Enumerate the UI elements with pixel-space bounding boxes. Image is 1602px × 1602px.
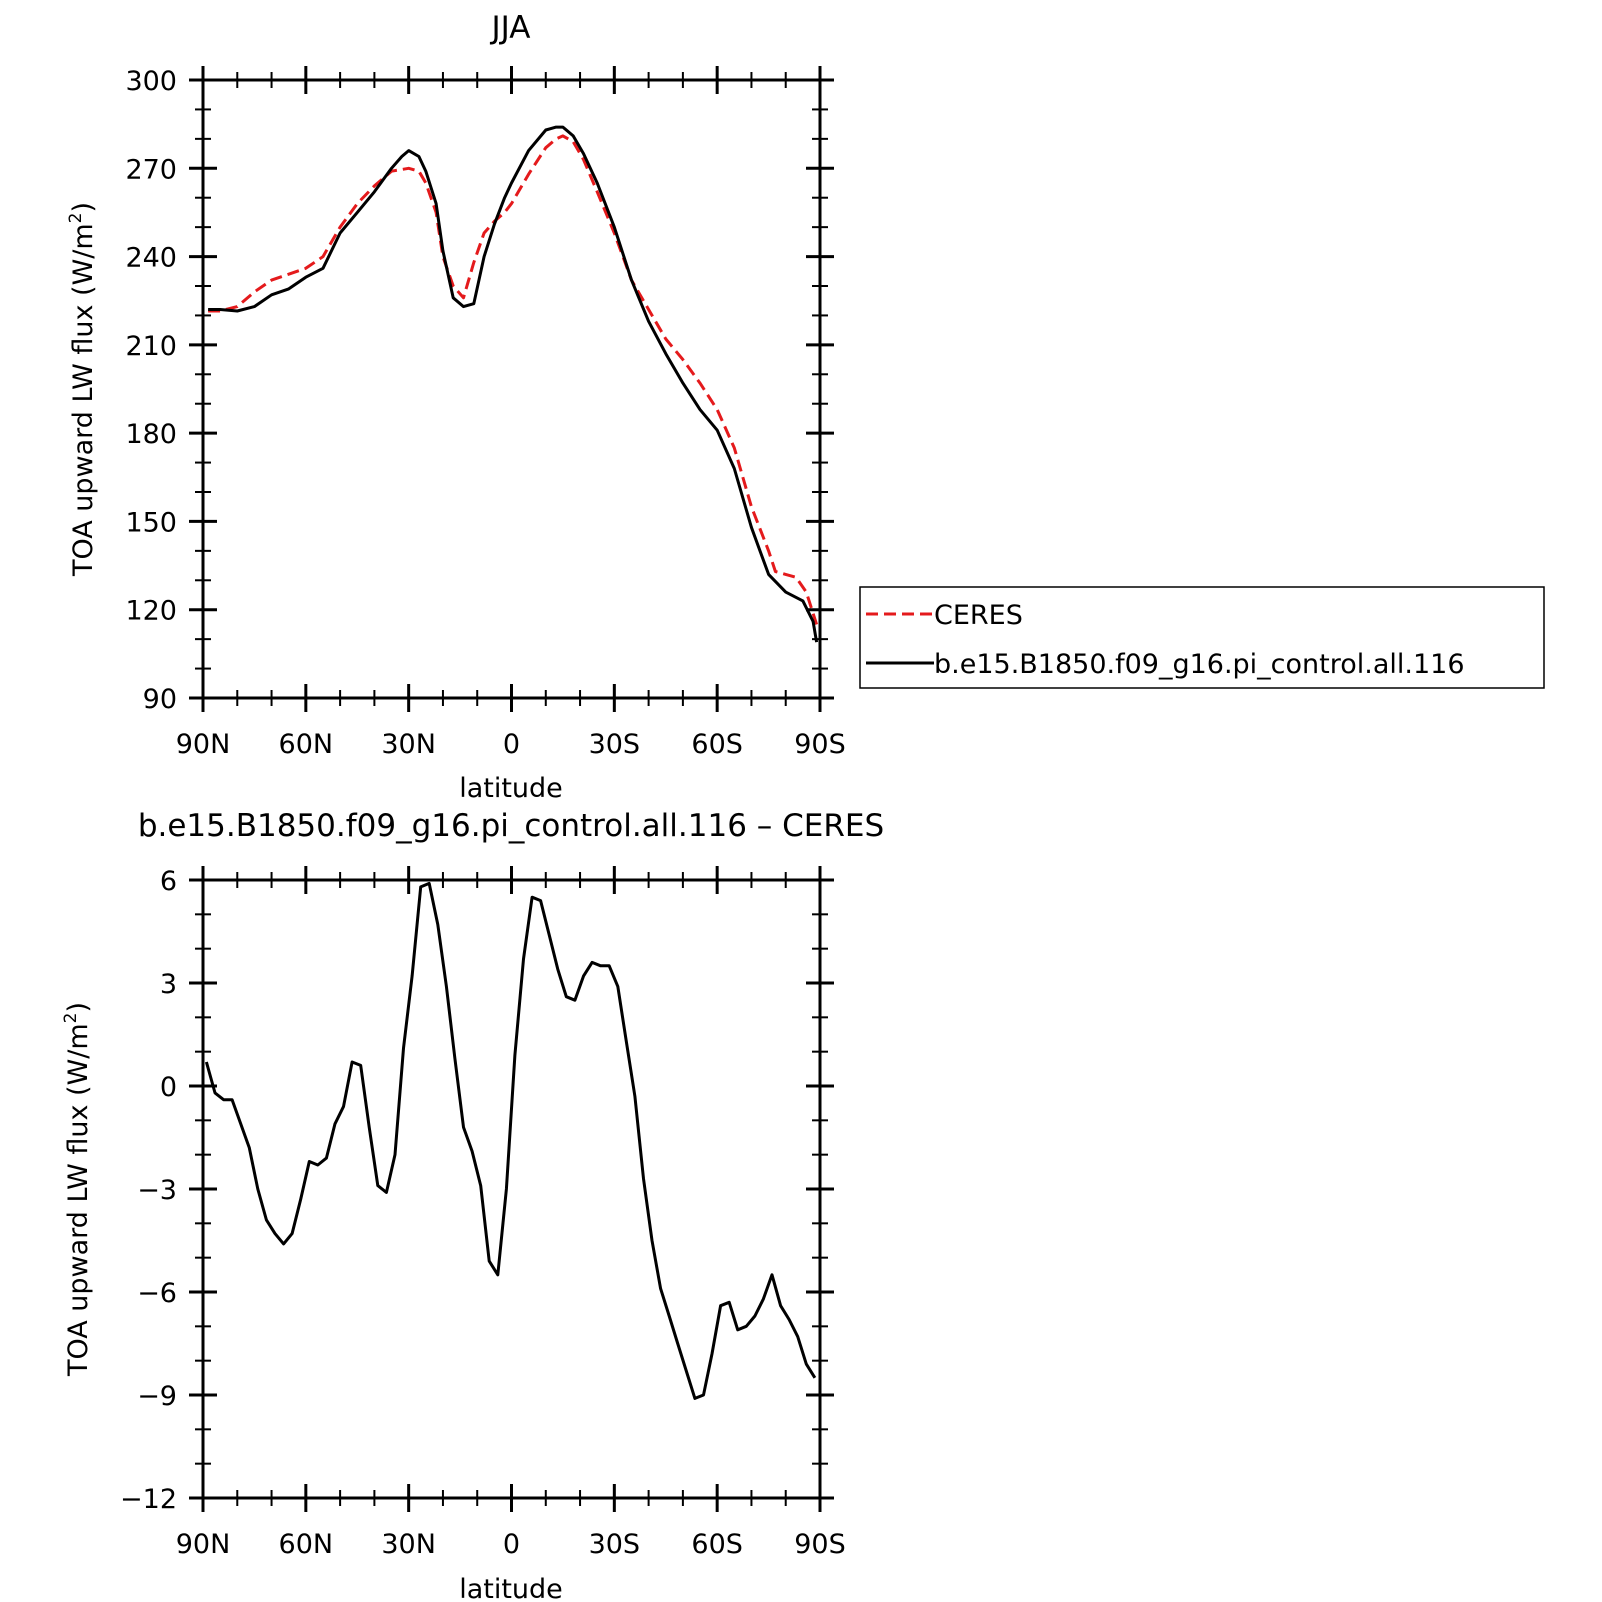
legend: CERES b.e15.B1850.f09_g16.pi_control.all… xyxy=(859,586,1545,689)
top-x-axis-label: latitude xyxy=(459,773,563,804)
bottom-x-tick-label-5: 60S xyxy=(691,1529,743,1560)
bottom-x-axis-label: latitude xyxy=(459,1574,563,1602)
bottom-y-axis-label-text: TOA upward LW flux (W/m xyxy=(63,1023,94,1377)
top-plot-frame xyxy=(201,78,822,700)
bottom-y-tick-label-2: −6 xyxy=(137,1278,177,1309)
bottom-x-tick-label-3: 0 xyxy=(503,1529,520,1560)
bottom-x-tick-label-6: 90S xyxy=(794,1529,846,1560)
bottom-x-tick-label-2: 30N xyxy=(381,1529,436,1560)
top-y-tick-label-3: 180 xyxy=(125,419,177,450)
bottom-x-tick-label-0: 90N xyxy=(176,1529,231,1560)
top-series-line-model xyxy=(208,125,819,643)
bottom-panel: b.e15.B1850.f09_g16.pi_control.all.116 –… xyxy=(61,808,884,1602)
top-x-tick-label-2: 30N xyxy=(381,729,436,760)
top-x-tick-label-6: 90S xyxy=(794,729,846,760)
legend-box xyxy=(859,586,1545,689)
top-x-tick-label-1: 60N xyxy=(279,729,334,760)
bottom-y-tick-label-5: 3 xyxy=(160,969,177,1000)
top-series-group xyxy=(208,125,819,643)
bottom-axes: −12 −9 −6 −3 0 3 6 90N 60N 30N 0 30S 60S 90S xyxy=(120,866,846,1560)
bottom-y-axis-label-close: ) xyxy=(63,1002,94,1013)
top-x-tick-label-3: 0 xyxy=(503,729,520,760)
bottom-y-tick-label-6: 6 xyxy=(160,866,177,897)
top-y-axis-label-text: TOA upward LW flux (W/m xyxy=(68,223,99,577)
top-x-tick-label-4: 30S xyxy=(589,729,641,760)
top-x-tick-label-0: 90N xyxy=(176,729,231,760)
bottom-y-axis-label: TOA upward LW flux (W/m2) xyxy=(61,1002,94,1377)
top-panel: JJA 90 120 150 180 210 240 270 300 90N 60N 30N 0 30S… xyxy=(66,10,1545,804)
bottom-x-tick-label-1: 60N xyxy=(279,1529,334,1560)
top-y-tick-label-6: 270 xyxy=(125,154,177,185)
legend-model-label: b.e15.B1850.f09_g16.pi_control.all.116 xyxy=(934,649,1465,680)
top-y-tick-label-4: 210 xyxy=(125,331,177,362)
top-chart-title: JJA xyxy=(490,10,531,46)
bottom-x-tick-label-4: 30S xyxy=(589,1529,641,1560)
bottom-series-line-difference xyxy=(204,881,817,1400)
top-x-tick-label-5: 60S xyxy=(691,729,743,760)
top-y-tick-label-0: 90 xyxy=(143,684,177,715)
bottom-series-group xyxy=(204,881,817,1400)
bottom-y-axis-label-superscript: 2 xyxy=(61,1013,81,1024)
bottom-plot-frame xyxy=(201,878,822,1500)
top-y-tick-label-7: 300 xyxy=(125,66,177,97)
bottom-y-tick-label-3: −3 xyxy=(137,1175,177,1206)
top-y-axis-label: TOA upward LW flux (W/m2) xyxy=(66,202,99,577)
bottom-y-tick-label-1: −9 xyxy=(137,1381,177,1412)
top-y-axis-label-superscript: 2 xyxy=(66,213,86,224)
top-y-tick-label-5: 240 xyxy=(125,243,177,274)
top-series-line-ceres xyxy=(208,134,819,625)
top-y-tick-label-1: 120 xyxy=(125,596,177,627)
top-y-tick-label-2: 150 xyxy=(125,507,177,538)
legend-ceres-label: CERES xyxy=(934,600,1023,631)
bottom-y-tick-label-0: −12 xyxy=(120,1484,177,1515)
bottom-y-tick-label-4: 0 xyxy=(160,1072,177,1103)
top-axes: 90 120 150 180 210 240 270 300 90N 60N 30N 0 30S 60S 9… xyxy=(125,66,846,760)
top-y-axis-label-close: ) xyxy=(68,202,99,213)
bottom-chart-title: b.e15.B1850.f09_g16.pi_control.all.116 –… xyxy=(138,808,884,844)
